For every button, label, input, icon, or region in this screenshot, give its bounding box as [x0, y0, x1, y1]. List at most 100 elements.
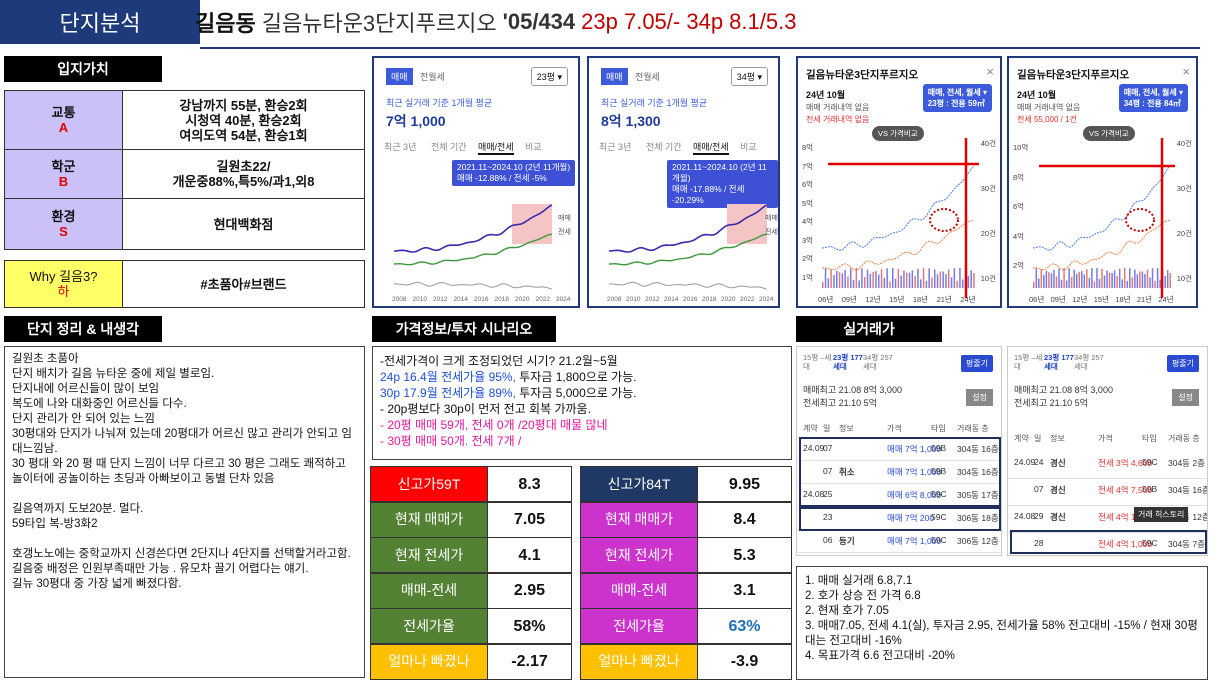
trade-note: 전세 거래내역 없음 [806, 115, 870, 124]
notes-paragraph: 길원초 초품아 단지 배치가 길음 뉴타운 중에 제일 별로임. 단지내에 어르신들… [12, 352, 357, 487]
tooltip: 2021.11~2024.10 (2년 11개월) 매매 -12.88% / 전세… [452, 160, 576, 186]
tooltip-line: 2021.11~2024.10 (2년 11개월) [457, 162, 571, 172]
stat-value-text: -3.9 [730, 653, 759, 670]
volume-bar [942, 271, 944, 288]
trade-cell: 경신 [1050, 458, 1066, 468]
stat-label-text: 현재 매매가 [604, 511, 674, 527]
trade-cell: 306동 18층 [957, 513, 999, 523]
location-name: 교통 [51, 105, 76, 120]
stat-label: 현재 전세가 [580, 537, 698, 573]
year-label: 18년 [1115, 295, 1131, 304]
period-tab: 매매/전세 [478, 140, 514, 155]
stat-value: 9.95 [697, 466, 792, 502]
stat-value: 3.1 [697, 572, 792, 609]
volume-bar [1040, 269, 1043, 288]
size-tab: 23평 177세대 [1044, 353, 1074, 371]
scenario-text: - 20p평보다 30p이 먼저 전고 회복 가까움. [380, 402, 591, 416]
volume-bar [1103, 275, 1106, 288]
chart-graphic [393, 204, 553, 290]
volume-bar [945, 274, 947, 288]
location-text: 강남까지 55분, 환승2회 시청역 40분, 환승2회 여의도역 54분, 환승1… [122, 90, 365, 150]
highlight [799, 507, 1001, 531]
y-label: 1억 [802, 272, 814, 282]
card-title: 길음뉴타운3단지푸르지오 [806, 69, 919, 81]
legend-label: 매매 [765, 215, 778, 222]
head-cell: 일 [823, 424, 831, 433]
location-line: 여의도역 54분, 환승1회 [179, 127, 308, 143]
sale-line [393, 204, 553, 253]
scenario-line: - 20평 매매 59개, 전세 0개 /20평대 매물 많네 [380, 417, 784, 433]
head-cell: 타입 [931, 424, 946, 433]
highlight [799, 437, 1001, 507]
volume-bar [928, 268, 930, 288]
location-line: 개운중88%,특5%/과1,외8 [172, 174, 315, 189]
head-cell: 거래동 층 [957, 424, 989, 433]
y2-label: 10건 [980, 274, 996, 283]
section-label: 가격정보/투자 시나리오 [372, 316, 556, 342]
volume-bar [1164, 276, 1166, 288]
notes-line: 단지 관리가 안 되어 있는 느낌 [12, 413, 155, 425]
max-price: 매매최고 21.08 8억 3,000 [803, 385, 902, 395]
trade-note: 매매 거래내역 없음 [806, 103, 870, 112]
stat-value: 63% [697, 608, 792, 644]
y-label: 6억 [1013, 202, 1025, 212]
setting: 설정 [1172, 389, 1199, 406]
volume-bar [855, 268, 858, 288]
volume-bar [934, 269, 936, 288]
month: 24년 10월 [1017, 90, 1057, 100]
volume-bar [1098, 278, 1101, 288]
location-grade: S [59, 224, 68, 239]
compare-pill: VS 가격비교 [1083, 126, 1135, 141]
location-line: 현대백화점 [213, 216, 274, 232]
size-select: 23평 ▾ [530, 67, 568, 86]
stat-value-text: 8.4 [733, 511, 756, 528]
volume-bar [1154, 280, 1156, 288]
trade-cell: 경신 [1050, 512, 1066, 522]
highlight [1010, 530, 1207, 554]
location-line: 강남까지 55분, 환승2회 [179, 97, 308, 113]
volume-bar [1106, 270, 1108, 288]
why-tags: #초품아#브랜드 [200, 276, 287, 292]
volume-bar [1156, 268, 1159, 288]
volume-bar [875, 271, 877, 288]
tab-active: 매매 [601, 68, 628, 85]
scenario-text: 24p 16.4월 전세가율 95%, [380, 370, 516, 384]
volume-bar [1070, 276, 1073, 288]
volume-bar [914, 275, 916, 288]
trade-cell: 24.09 [803, 443, 825, 453]
scenario-text: -전세가격이 크게 조정되었던 시기? 21.2월~5월 [380, 354, 618, 368]
year-label: 2010 [412, 296, 427, 303]
compare-pill: VS 가격비교 [872, 126, 924, 141]
y-label: 8억 [1013, 172, 1025, 182]
stat-label-text: 신고가84T [607, 475, 671, 492]
volume-bar [1139, 271, 1141, 288]
setting: 설정 [966, 389, 993, 406]
notes-paragraph: 길음역까지 도보20분. 멀다. 59타입 복-방3화2 [12, 502, 357, 532]
section-label: 단지 정리 & 내생각 [4, 316, 162, 342]
badge-line: 매매, 전세, 월세 ▾ [1123, 88, 1183, 97]
size-select: 34평 ▾ [730, 67, 768, 86]
tooltip-line: 매매 -12.88% / 전세 -5% [457, 173, 547, 183]
year-label: 09년 [841, 295, 857, 304]
trade-cell: 304동 16층 [957, 444, 999, 454]
volume-bar [1096, 268, 1098, 288]
max-price: 전세최고 21.10 5억 [1014, 398, 1088, 408]
y2-label: 40건 [980, 139, 996, 148]
year-label: 2018 [702, 296, 717, 303]
volume-bar [1141, 271, 1144, 288]
rate-line [608, 281, 768, 290]
volume-bar [883, 277, 886, 288]
volume-bar [948, 269, 950, 288]
header-prices: 23p 7.05/- 34p 8.1/5.3 [581, 9, 797, 34]
stat-label: 전세가율 [370, 608, 488, 644]
size-tab: 23평 177세대 [833, 353, 863, 371]
volume-bar [844, 269, 846, 288]
month: 24년 10월 [806, 90, 846, 100]
volume-bar [956, 280, 958, 288]
head-cell: 거래동 층 [1168, 434, 1200, 443]
trade-cell: 전세 4억 1,000 [1098, 539, 1153, 549]
y-label: 4억 [1013, 231, 1025, 241]
volume-bar [900, 275, 902, 288]
stat-label-text: 전세가율 [403, 617, 455, 634]
